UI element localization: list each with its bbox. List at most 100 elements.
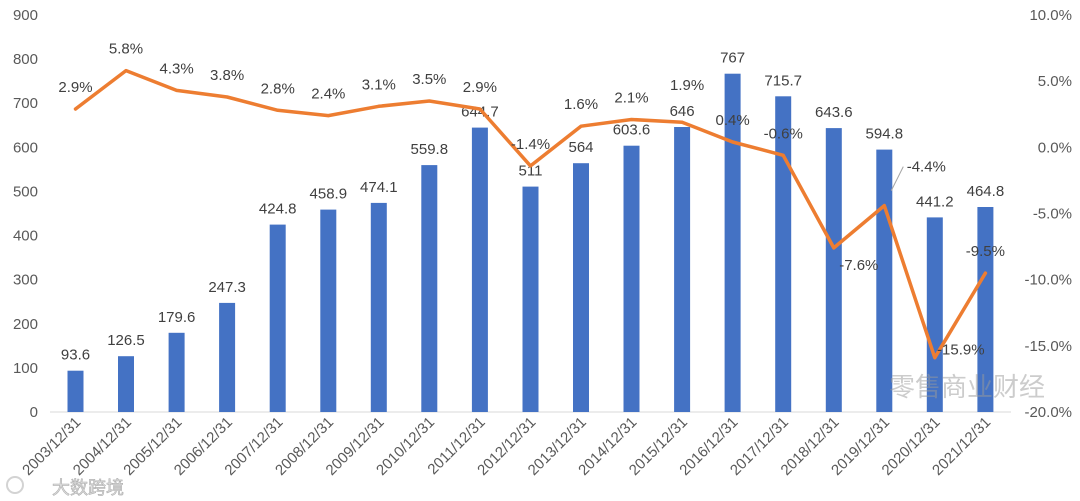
bar [825,128,842,412]
right-y-axis: 10.0% 5.0% 0.0% -5.0% -10.0% -15.0% -20.0% [1024,7,1072,421]
left-axis-tick-label: 400 [13,228,38,245]
bar [926,217,943,412]
left-axis-tick-label: 300 [13,272,38,289]
line-point [326,114,330,118]
bar-value-label: 458.9 [310,186,348,203]
line-value-label: 2.8% [261,80,295,97]
bar-value-label: 464.8 [967,183,1005,200]
line-point [427,99,431,103]
bar [219,302,236,412]
bar-value-label: 247.3 [208,279,246,296]
data-label-leader-line [890,166,904,191]
bar-value-label: 564 [568,139,593,156]
bar [67,370,84,412]
bar-value-label: 646 [670,103,695,120]
bar-value-label: 767 [720,50,745,67]
line-point [882,204,886,208]
line-value-labels: 2.9% 5.8% 4.3% 3.8% 2.8% 2.4% 3.1% 3.5% 2.9% -1.4… [58,41,1005,359]
bar [775,96,792,413]
line-value-label: -7.6% [839,257,878,274]
line-value-label: -1.4% [511,136,550,153]
left-axis-tick-label: 800 [13,51,38,68]
left-axis-tick-label: 900 [13,7,38,24]
x-axis-tick-labels: 2003/12/312004/12/312005/12/312006/12/31… [19,414,994,479]
line-point [225,95,229,99]
bar-series [67,73,994,413]
line-value-label: -9.5% [966,243,1005,260]
line-value-label: 2.9% [58,79,92,96]
line-value-label: -0.6% [764,125,803,142]
bar [421,165,438,412]
bar-value-label: 179.6 [158,309,196,326]
line-point [579,124,583,128]
line-value-label: 5.8% [109,41,143,58]
line-point [377,104,381,108]
bar [471,127,488,412]
bar [724,73,741,412]
left-axis-tick-label: 200 [13,316,38,333]
line-value-label: 2.9% [463,79,497,96]
line-value-label: -4.4% [907,159,946,176]
line-series-group [73,68,988,360]
watermark-retail-business: 零售商业财经 [889,373,1045,403]
right-axis-tick-label: 10.0% [1029,7,1072,24]
right-axis-tick-label: 0.0% [1038,139,1072,156]
line-value-label: 2.1% [614,90,648,107]
bar-value-label: 126.5 [107,332,145,349]
bar-value-label: 441.2 [916,193,954,210]
watermarks: 零售商业财经 大数跨境 [6,373,1045,499]
bar-value-label: 715.7 [764,72,802,89]
right-axis-tick-label: -15.0% [1024,338,1072,355]
bar [370,202,387,412]
left-axis-tick-label: 0 [30,404,38,421]
watermark-cross-border: 大数跨境 [52,478,124,499]
bar [623,145,640,412]
bar-value-label: 643.6 [815,104,853,121]
line-value-label: 2.4% [311,86,345,103]
line-point [630,118,633,121]
bar [118,356,134,412]
watermark-logo-icon [6,476,24,494]
line-value-label: 0.4% [715,112,749,129]
line-point [832,246,836,250]
bar-value-label: 474.1 [360,179,398,196]
right-axis-tick-label: -20.0% [1024,404,1072,421]
left-axis-tick-label: 700 [13,95,38,112]
line-value-label: 4.3% [159,60,193,77]
bar [522,186,539,412]
line-value-label: 3.8% [210,67,244,84]
line-value-label: 1.6% [564,96,598,113]
bar [573,163,589,412]
line-point [983,271,987,275]
bar-value-label: 93.6 [61,347,90,364]
right-axis-tick-label: 5.0% [1038,73,1072,90]
line-value-label: 3.5% [412,71,446,88]
left-y-axis: 0 100 200 300 400 500 600 700 800 900 [13,7,38,421]
line-point [124,69,128,73]
bar-value-label: 603.6 [613,122,651,139]
right-axis-tick-label: -10.0% [1024,272,1072,289]
bar [168,332,185,412]
line-point [74,107,77,111]
line-point [933,356,937,360]
bar-value-label: 559.8 [411,141,449,158]
right-axis-tick-label: -5.0% [1033,206,1072,223]
bar [269,224,286,412]
bar [674,127,691,412]
bar [977,207,994,412]
left-axis-tick-label: 500 [13,183,38,200]
line-point [276,108,280,112]
line-value-label: 1.9% [670,77,704,94]
bar-value-label: 511 [519,163,543,180]
left-axis-tick-label: 100 [13,360,38,377]
line-point [731,140,735,144]
bar-value-label: 594.8 [866,126,904,143]
line-point [781,153,785,157]
bar-value-labels: 93.6 126.5 179.6 247.3 424.8 458.9 474.1 559.8 6… [61,50,1004,364]
left-axis-tick-label: 600 [13,139,38,156]
line-point [175,88,179,92]
line-value-label: -15.9% [937,342,985,359]
line-point [529,164,532,168]
line-point [680,120,684,124]
